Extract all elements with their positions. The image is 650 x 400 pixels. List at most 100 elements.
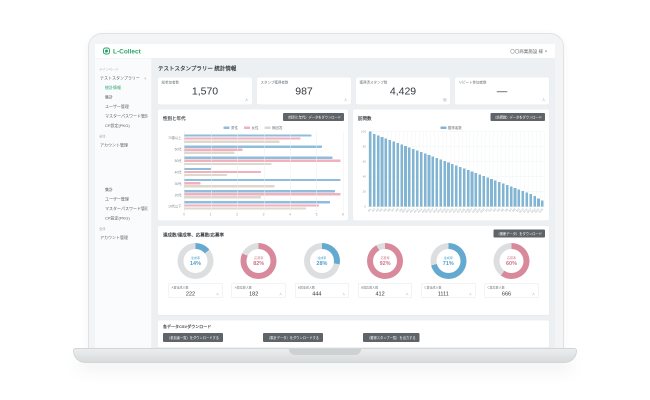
sidebar-item-アカウント管理[interactable]: アカウント管理 bbox=[99, 141, 148, 151]
visits-chart-card: 訪問数 （訪問数）データをダウンロード 獲得者数 0 20 40 60 80 100 4/… bbox=[353, 109, 549, 221]
bar bbox=[443, 160, 446, 207]
x-tick-label: 5 bbox=[315, 213, 318, 217]
bar-group bbox=[184, 156, 344, 166]
donut-box-label: C賞達成人数 bbox=[424, 286, 442, 290]
donut-hole bbox=[309, 249, 334, 273]
sidebar-item-アカウント管理[interactable]: アカウント管理 bbox=[99, 233, 148, 243]
category-label: 60代 bbox=[174, 148, 182, 152]
logo[interactable]: L-Collect bbox=[103, 47, 141, 55]
x-tick-label: 3 bbox=[262, 213, 265, 217]
bar-group bbox=[184, 178, 344, 188]
donut-box-value: 444 bbox=[312, 291, 322, 297]
visits-download-button[interactable]: （訪問数）データをダウンロード bbox=[490, 113, 545, 121]
dashboard: L-Collect 〇〇商業施設 様 ▾ メインページテストスタンプラリー ∨ 統計… bbox=[95, 44, 555, 349]
sidebar-item-統計情報[interactable]: 統計情報 bbox=[99, 83, 148, 93]
donut-box-label: A賞達成人数 bbox=[171, 286, 189, 290]
sidebar-item-マスターパスワード管理[interactable]: マスターパスワード管理 bbox=[99, 204, 148, 214]
gridline bbox=[454, 132, 455, 207]
gridline bbox=[290, 132, 291, 212]
account-menu[interactable]: 〇〇商業施設 様 ▾ bbox=[510, 48, 547, 55]
category-label: 70歳以上 bbox=[168, 136, 182, 141]
sidebar-section: メインページ bbox=[99, 67, 148, 72]
bar bbox=[478, 174, 482, 207]
bar bbox=[400, 144, 403, 207]
donut-chart: 達成率 14% bbox=[177, 243, 214, 279]
donut-center: 応募率 82% bbox=[241, 243, 277, 279]
sidebar-item-ユーザー管理[interactable]: ユーザー管理 bbox=[99, 195, 148, 205]
sidebar-item-マスターパスワード管理[interactable]: マスターパスワード管理 bbox=[99, 112, 148, 122]
gridline bbox=[473, 132, 475, 207]
donut-cell: 応募率 92% B賞応募人数 412 人 bbox=[355, 243, 416, 298]
donut-box-value: 1111 bbox=[437, 291, 449, 297]
visits-xlabels: 4/1 4/2 4/3 4/4 4/5 4/6 4/7 4/8 4/9 4/10 4/11 4/12 4… bbox=[367, 207, 544, 217]
gridline bbox=[368, 146, 544, 147]
bar-無回答 bbox=[184, 173, 227, 177]
bar bbox=[435, 157, 439, 207]
sidebar-section-label: 全体 bbox=[99, 227, 106, 232]
visits-plot: 0 20 40 60 80 100 bbox=[361, 131, 545, 209]
bar-女性 bbox=[184, 148, 243, 151]
bar bbox=[521, 190, 525, 207]
sidebar-section: 全体 アカウント管理 bbox=[99, 226, 148, 243]
sidebar-item-CP設定(PKG)[interactable]: CP設定(PKG) bbox=[99, 214, 148, 224]
donut-box-value: 182 bbox=[249, 291, 259, 297]
achievement-title: 達成数/達成率、応募数/応募率 bbox=[163, 232, 225, 238]
sidebar-item-集計[interactable]: 集計 bbox=[99, 185, 148, 195]
sidebar-item-テストスタンプラリー[interactable]: テストスタンプラリー ∨ bbox=[99, 74, 148, 84]
bar bbox=[369, 131, 372, 207]
donut-box-unit: 人 bbox=[405, 293, 409, 296]
bar bbox=[404, 145, 407, 207]
donut-value-box: C賞達成人数 1111 人 bbox=[421, 283, 476, 298]
bar-女性 bbox=[184, 137, 301, 140]
laptop-notch bbox=[289, 349, 361, 355]
donut-box-label: A賞応募人数 bbox=[234, 286, 252, 290]
gridline bbox=[368, 131, 544, 132]
stat-value: — bbox=[496, 85, 508, 98]
gridline bbox=[461, 132, 463, 207]
bar-女性 bbox=[184, 170, 262, 174]
legend-item-無回答: 無回答 bbox=[264, 125, 283, 130]
sidebar-item-集計[interactable]: 集計 bbox=[99, 93, 148, 103]
gender-age-category-labels: 70歳以上 60代 50代 40代 30代 20代 10代以下 bbox=[163, 132, 184, 212]
stat-label: 獲得済スタンプ数 bbox=[359, 81, 388, 85]
donut-percent: 71% bbox=[442, 260, 454, 267]
donut-percent: 28% bbox=[316, 260, 328, 267]
gridline bbox=[387, 132, 389, 207]
donut-center: 達成率 71% bbox=[430, 243, 466, 279]
stat-unit: 人 bbox=[344, 98, 348, 103]
bar-男性 bbox=[184, 167, 211, 171]
gridline bbox=[430, 132, 432, 207]
donut-chart: 応募率 82% bbox=[240, 243, 277, 279]
sidebar-item-ユーザー管理[interactable]: ユーザー管理 bbox=[99, 102, 148, 112]
visits-plot-area bbox=[368, 131, 545, 207]
csv-download-button[interactable]: （獲得スタンプ一覧）を出力する bbox=[363, 333, 420, 342]
bar bbox=[517, 189, 521, 207]
csv-download-button[interactable]: （集計データ）をダウンロードする bbox=[263, 333, 323, 342]
donut-cell: 応募率 82% A賞応募人数 182 人 bbox=[228, 243, 289, 298]
bar bbox=[470, 171, 474, 207]
y-tick-label: 20 bbox=[362, 190, 366, 194]
achievement-download-button[interactable]: （横断データ）をダウンロード bbox=[493, 229, 545, 238]
sidebar-item-CP設定(PKG)[interactable]: CP設定(PKG) bbox=[99, 121, 148, 131]
gridline bbox=[418, 132, 420, 207]
chevron-down-icon: ∨ bbox=[143, 76, 147, 81]
donut-percent: 14% bbox=[189, 260, 202, 267]
bar bbox=[509, 186, 513, 207]
legend-label: 獲得者数 bbox=[447, 126, 462, 130]
category-label: 40代 bbox=[174, 170, 182, 175]
donut-cell: 達成率 14% A賞達成人数 222 人 bbox=[165, 243, 226, 298]
donut-hole bbox=[499, 249, 524, 273]
bar bbox=[451, 163, 454, 207]
gender-age-bars bbox=[184, 132, 344, 212]
gender-age-download-button[interactable]: （性別と年代）データをダウンロード bbox=[282, 113, 344, 121]
donut-box-label: B賞応募人数 bbox=[361, 286, 379, 290]
gridline bbox=[446, 132, 447, 207]
legend-swatch bbox=[440, 126, 447, 129]
sidebar-item-label: マスターパスワード管理 bbox=[105, 206, 148, 212]
donut-box-value: 222 bbox=[185, 291, 196, 297]
gender-age-legend: 男性 女性 無回答 bbox=[163, 126, 343, 131]
donut-hole bbox=[246, 249, 271, 273]
x-tick-label: 2 bbox=[236, 213, 238, 217]
csv-download-button[interactable]: （参加者一覧）をダウンロードする bbox=[163, 333, 223, 342]
category-label: 30代 bbox=[174, 182, 182, 186]
